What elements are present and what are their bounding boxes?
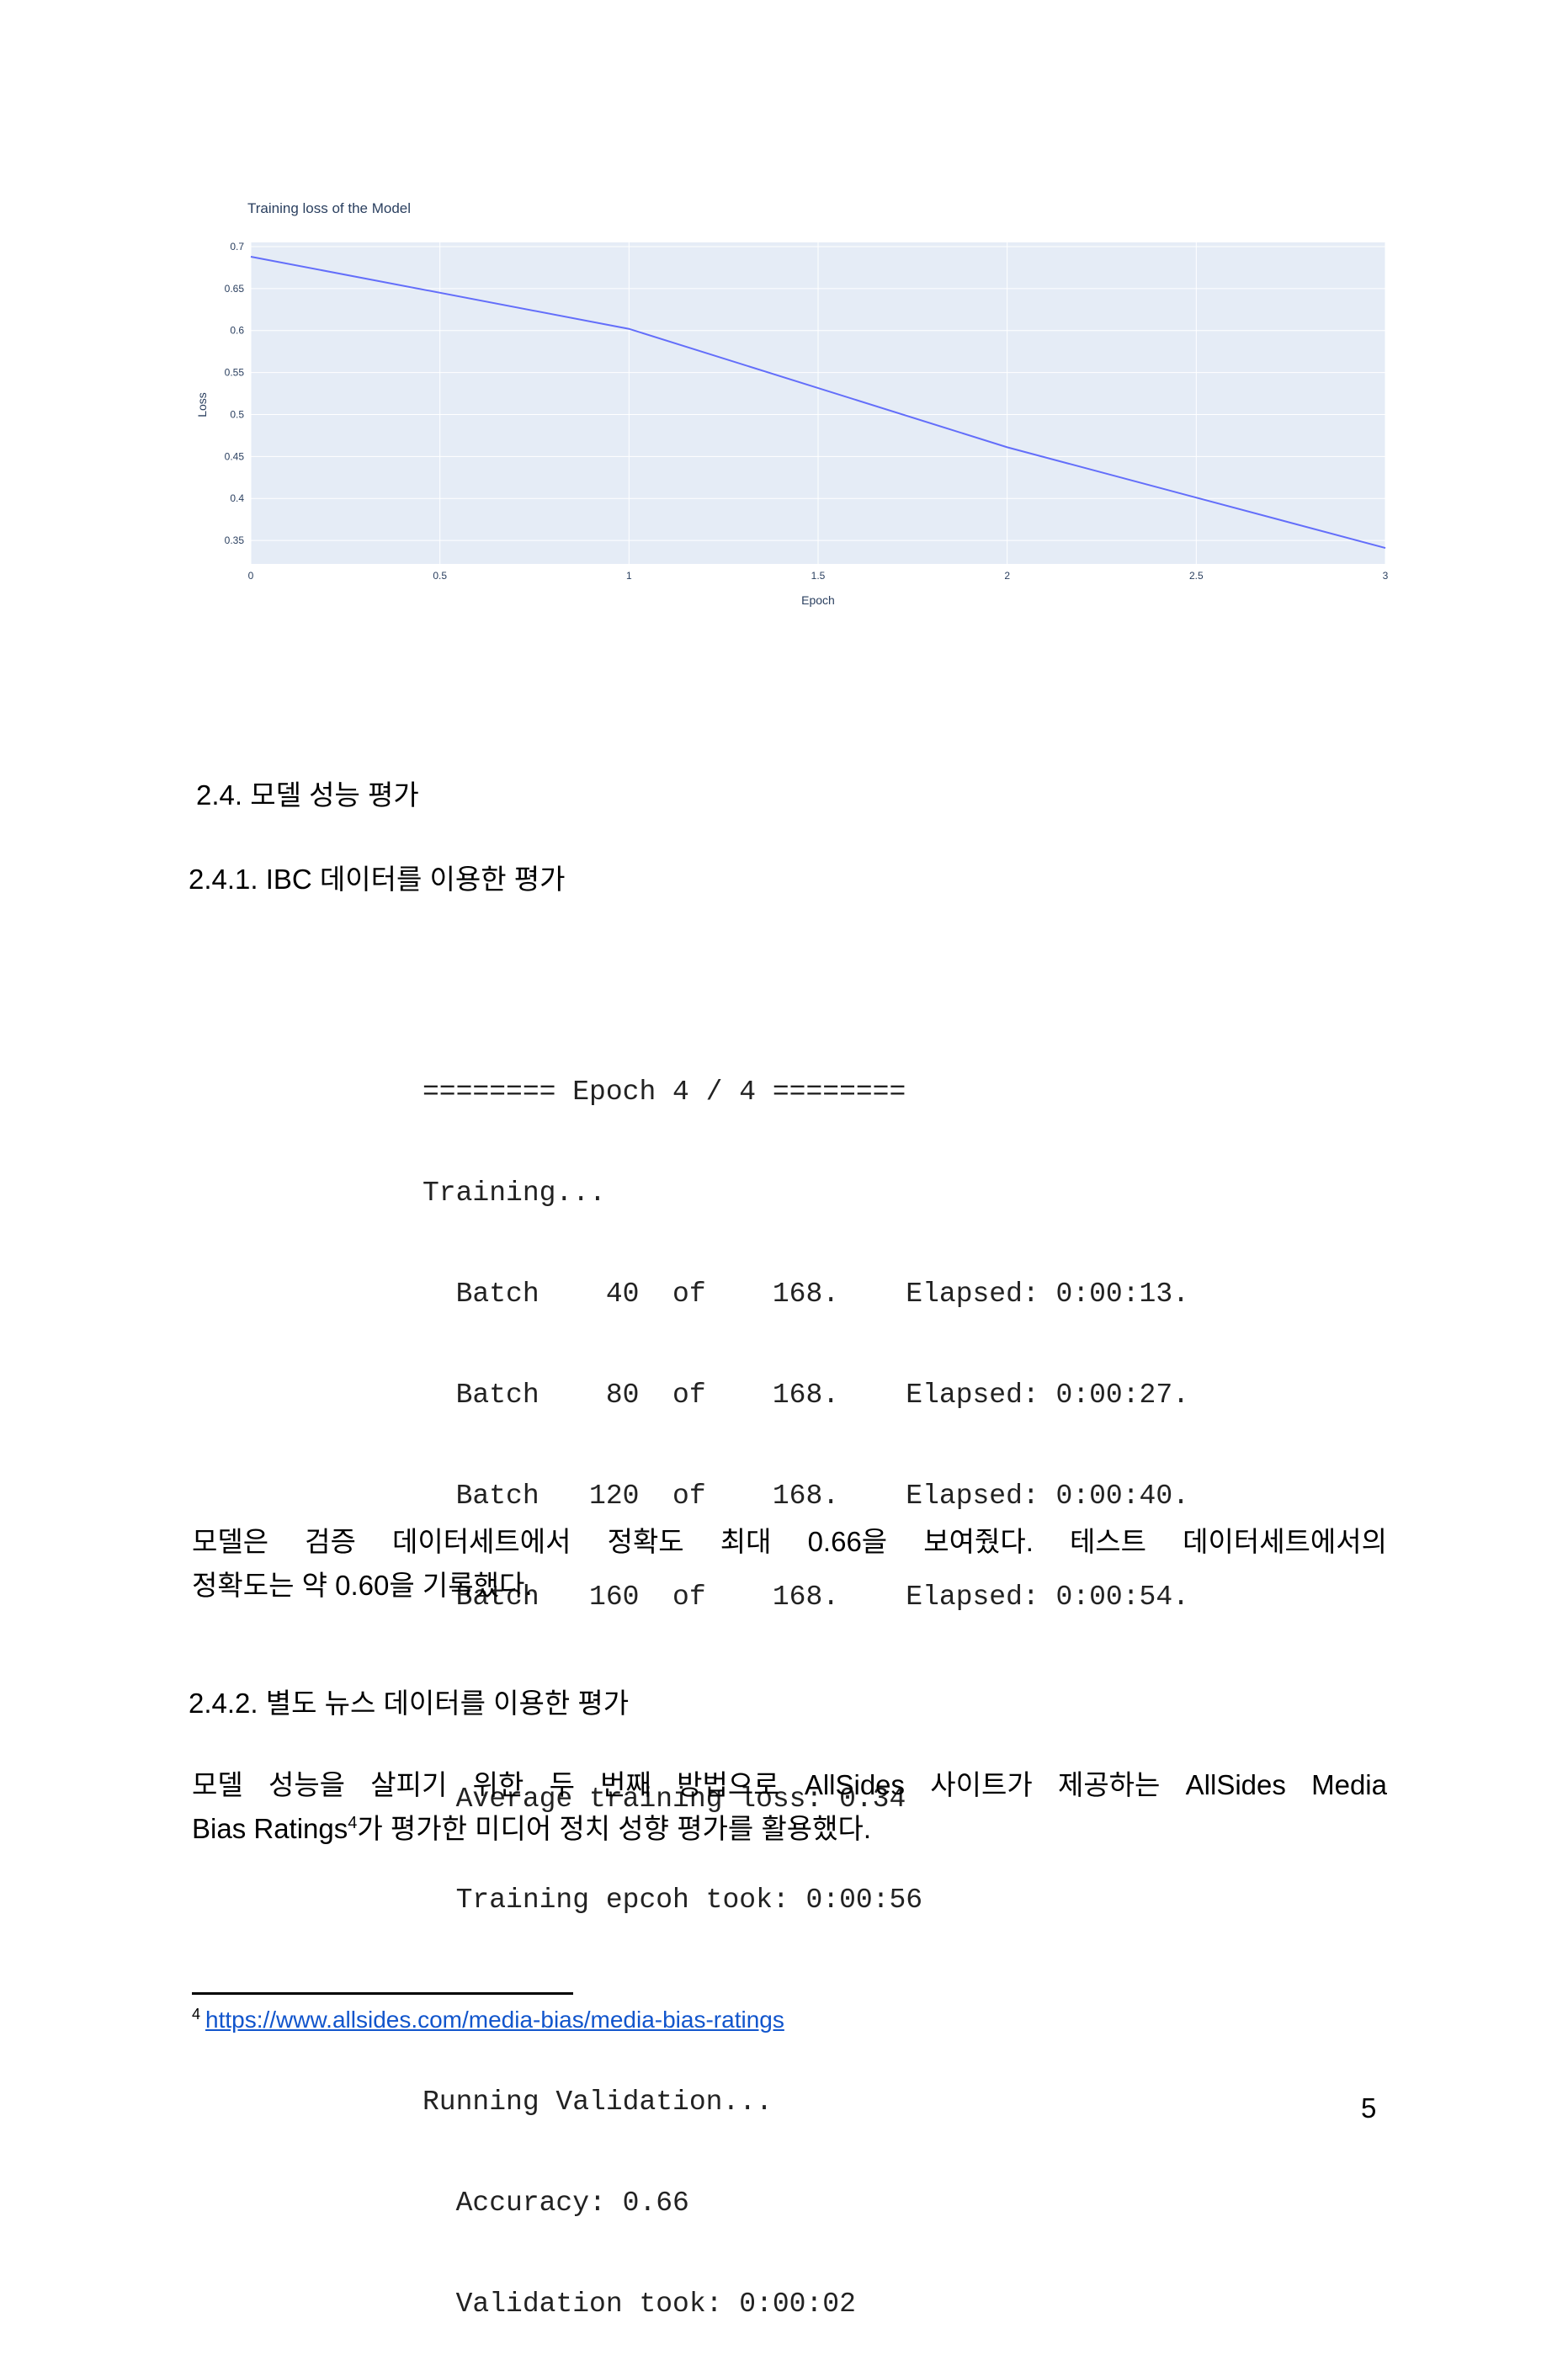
console-training-label: Training... — [423, 1178, 606, 1209]
y-axis-label: Loss — [195, 392, 209, 417]
console-batch-line: Batch 80 of 168. Elapsed: 0:00:27. — [423, 1380, 1189, 1411]
console-batch-line: Batch 120 of 168. Elapsed: 0:00:40. — [423, 1481, 1189, 1512]
y-tick-label: 0.6 — [230, 325, 244, 337]
training-loss-chart: Training loss of the Model 0 0.5 1 1.5 2 2.5 3… — [195, 200, 1389, 607]
x-tick-label: 1.5 — [811, 570, 826, 582]
console-batch-line: Batch 160 of 168. Elapsed: 0:00:54. — [423, 1582, 1189, 1613]
paragraph-line: 모델 성능을 살피기 위한 두 번째 방법으로 AllSides 사이트가 제공… — [192, 1769, 1387, 1800]
footnote-number: 4 — [192, 2005, 201, 2023]
paragraph-line: 정확도는 약 0.60을 기록했다. — [192, 1570, 533, 1601]
paragraph-line: 모델은 검증 데이터세트에서 정확도 최대 0.66을 보여줬다. 테스트 데이… — [192, 1526, 1387, 1557]
chart-title: Training loss of the Model — [247, 200, 411, 216]
console-average-loss: Average training loss: 0.34 — [423, 1784, 906, 1815]
grid-lines — [250, 242, 1386, 564]
y-tick-label: 0.55 — [225, 367, 245, 379]
tick-labels: 0 0.5 1 1.5 2 2.5 3 0.35 0.4 0.45 0.5 0.55 0.6 0.65 0.… — [225, 241, 1389, 582]
y-tick-label: 0.5 — [230, 408, 244, 420]
console-validation-time: Validation took: 0:00:02 — [423, 2289, 856, 2320]
x-tick-label: 3 — [1383, 570, 1389, 582]
training-console-output: ======== Epoch 4 / 4 ======== Training..… — [423, 1008, 1189, 2355]
y-tick-label: 0.65 — [225, 283, 245, 295]
y-tick-label: 0.7 — [230, 241, 244, 253]
paragraph-text: 가 평가한 미디어 정치 성향 평가를 활용했다. — [357, 1813, 872, 1844]
x-tick-label: 0.5 — [433, 570, 447, 582]
console-epoch-time: Training epcoh took: 0:00:56 — [423, 1885, 923, 1916]
footnote-link[interactable]: https://www.allsides.com/media-bias/medi… — [205, 2007, 784, 2033]
y-tick-label: 0.4 — [230, 492, 244, 504]
x-tick-label: 1 — [626, 570, 632, 582]
footnote: 4 https://www.allsides.com/media-bias/med… — [192, 2006, 784, 2034]
y-tick-label: 0.35 — [225, 534, 245, 546]
paragraph-line: Bias Ratings4가 평가한 미디어 정치 성향 평가를 활용했다. — [192, 1807, 1387, 1851]
paragraph-text: Bias Ratings — [192, 1813, 348, 1844]
footnote-separator — [192, 1992, 573, 1995]
section-2-4-2-heading: 2.4.2. 별도 뉴스 데이터를 이용한 평가 — [189, 1688, 630, 1719]
x-axis-label: Epoch — [801, 593, 835, 607]
page-number: 5 — [1361, 2092, 1377, 2124]
section-2-4-heading: 2.4. 모델 성능 평가 — [196, 779, 419, 811]
footnote-reference[interactable]: 4 — [348, 1814, 358, 1832]
x-tick-label: 0 — [248, 570, 254, 582]
paragraph-accuracy-results: 모델은 검증 데이터세트에서 정확도 최대 0.66을 보여줬다. 테스트 데이… — [192, 1520, 1387, 1608]
console-batch-line: Batch 40 of 168. Elapsed: 0:00:13. — [423, 1279, 1189, 1310]
console-accuracy: Accuracy: 0.66 — [423, 2188, 689, 2219]
x-tick-label: 2.5 — [1189, 570, 1204, 582]
loss-series-line — [250, 255, 1386, 550]
section-2-4-1-heading: 2.4.1. IBC 데이터를 이용한 평가 — [189, 864, 566, 895]
x-tick-label: 2 — [1004, 570, 1010, 582]
console-validation-label: Running Validation... — [423, 2087, 773, 2118]
y-tick-label: 0.45 — [225, 450, 245, 462]
paragraph-allsides-method: 모델 성능을 살피기 위한 두 번째 방법으로 AllSides 사이트가 제공… — [192, 1763, 1387, 1851]
console-epoch-header: ======== Epoch 4 / 4 ======== — [423, 1076, 906, 1108]
